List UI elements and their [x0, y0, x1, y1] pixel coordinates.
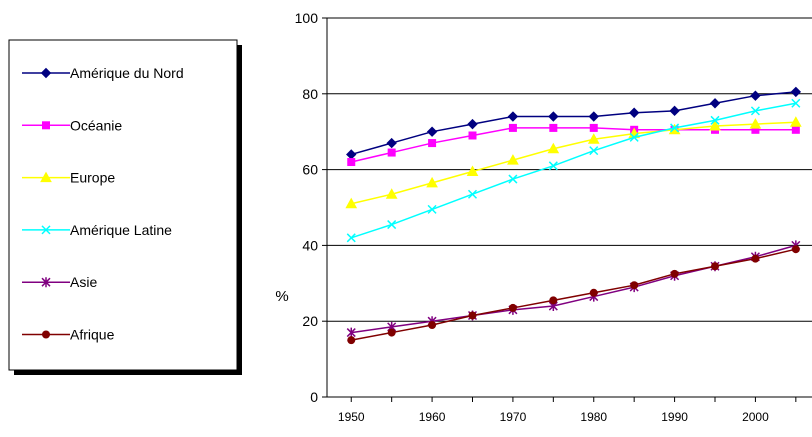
series-line-2: [351, 121, 796, 205]
series-3-point-1980: [589, 146, 599, 156]
series-3-point-1985: [629, 132, 639, 142]
series-line-4: [351, 244, 797, 334]
series-2-point-1970: [507, 154, 519, 165]
series-5-point-1995: [711, 262, 719, 271]
x-tick-label-1980: 1980: [580, 410, 607, 424]
series-3-point-1975: [548, 161, 558, 171]
series-2-point-1960: [426, 176, 438, 188]
series-1-point-1980: [589, 123, 598, 132]
legend: Amérique du Nord Océanie Europe Amérique La…: [8, 39, 242, 375]
series-5-point-1955: [387, 328, 396, 337]
series-0-point-1995: [709, 98, 721, 109]
legend-label-4: Asie: [70, 274, 97, 290]
series-0-point-2000: [750, 90, 761, 101]
series-5-point-1975: [549, 296, 558, 305]
y-tick-label-20: 20: [302, 313, 318, 329]
series-1-point-1965: [468, 131, 477, 140]
series-3-point-1950: [346, 233, 356, 243]
series-3-point-2005: [791, 98, 801, 108]
y-tick-label-60: 60: [302, 162, 318, 178]
series-1-point-1975: [549, 123, 558, 132]
series-0-point-1975: [548, 111, 559, 122]
series-3-point-1965: [467, 189, 478, 199]
y-tick-label-80: 80: [302, 86, 318, 102]
legend-swatch-marker-2: [40, 171, 52, 183]
series-2-point-1950: [345, 197, 358, 209]
series-line-5: [351, 248, 797, 341]
series-0-point-2005: [790, 86, 802, 98]
series-1-point-2000: [751, 125, 760, 134]
series-0-point-1970: [507, 111, 519, 122]
series-1-point-1960: [428, 139, 437, 148]
legend-swatch-marker-3: [41, 225, 51, 235]
series-3-point-2000: [750, 106, 760, 116]
y-tick-label-0: 0: [310, 389, 318, 405]
legend-label-2: Europe: [70, 170, 115, 186]
series-2-point-1955: [385, 188, 398, 199]
series-1-point-1955: [387, 148, 396, 157]
series-5-point-1985: [630, 281, 639, 290]
series-5-point-1965: [468, 311, 477, 320]
series-1-point-1950: [347, 158, 356, 167]
y-axis-title: %: [275, 288, 288, 305]
plot-area: 0 20 40 60 80 100 1950 1960 1970 1980 1990 2000: [295, 10, 812, 424]
legend-swatch-marker-4: [41, 277, 51, 288]
x-tick-label-1970: 1970: [500, 410, 527, 424]
series-line-1: [351, 127, 796, 163]
series-0-point-1985: [628, 107, 640, 118]
series-3-point-1970: [508, 174, 518, 184]
x-tick-label-2000: 2000: [742, 410, 769, 424]
legend-label-1: Océanie: [70, 117, 122, 133]
series-3-point-1990: [670, 123, 680, 133]
series-0-point-1960: [426, 126, 438, 137]
series-1-point-2005: [791, 125, 800, 134]
series-2-point-1980: [587, 133, 600, 144]
series-2-point-1975: [547, 142, 560, 154]
series-5-point-1980: [589, 288, 598, 297]
series-line-3: [351, 102, 796, 239]
series-2-point-1995: [709, 119, 721, 131]
y-tick-label-100: 100: [295, 10, 319, 26]
legend-swatch-marker-1: [42, 121, 50, 130]
series-1-point-1970: [508, 123, 517, 132]
series-4-point-1950: [346, 327, 356, 338]
series-2-point-2000: [749, 118, 762, 129]
series-5-point-2000: [751, 254, 760, 263]
series-2-point-1990: [668, 123, 681, 135]
series-3-point-1955: [387, 220, 397, 230]
series-5-point-1950: [347, 336, 356, 345]
series-5-point-1990: [670, 269, 679, 278]
legend-swatch-marker-5: [42, 330, 50, 339]
series-0-point-1950: [346, 149, 357, 160]
series-3-point-1960: [427, 204, 437, 214]
series-0-point-1965: [467, 118, 478, 130]
legend-swatch-marker-0: [40, 67, 52, 79]
series-2-point-1965: [466, 165, 479, 176]
x-tick-label-1950: 1950: [338, 410, 365, 424]
x-tick-label-1990: 1990: [661, 410, 688, 424]
legend-label-0: Amérique du Nord: [70, 65, 184, 81]
series-5-point-1970: [508, 303, 517, 312]
series-0-point-1980: [588, 111, 599, 122]
series-0-point-1990: [669, 105, 680, 117]
series-5-point-2005: [791, 245, 800, 254]
series-0-point-1955: [386, 137, 397, 149]
series-5-point-1960: [428, 320, 437, 329]
series-line-0: [351, 91, 796, 156]
legend-label-3: Amérique Latine: [70, 222, 172, 238]
x-tick-label-1960: 1960: [419, 410, 446, 424]
legend-box: [8, 39, 238, 371]
series-2-point-2005: [789, 116, 802, 127]
y-tick-label-40: 40: [302, 237, 318, 253]
legend-label-5: Afrique: [70, 327, 115, 343]
series-3-point-1995: [710, 115, 720, 125]
